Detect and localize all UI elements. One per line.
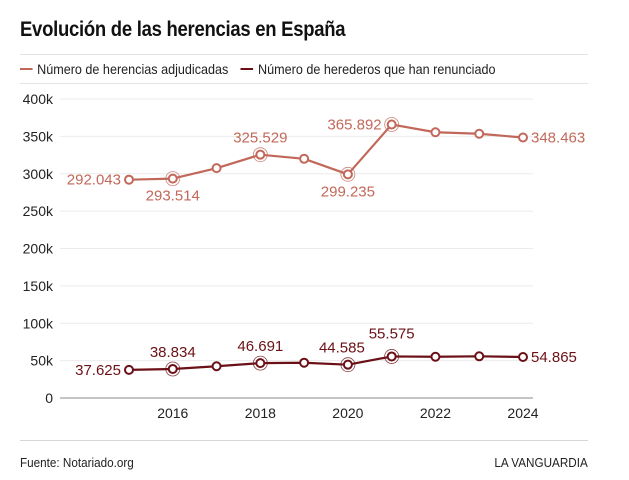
highlight-ring: [165, 361, 181, 377]
data-point: [430, 127, 441, 138]
highlight-ring: [340, 357, 356, 373]
highlight-ring: [384, 117, 400, 132]
data-label: 325.529: [233, 130, 287, 147]
data-point: [386, 351, 397, 362]
legend-item-renuncias: Número de herederos que han renunciado: [240, 61, 496, 77]
y-tick-label: 350k: [23, 128, 54, 144]
data-label: 46.691: [237, 338, 283, 355]
data-point: [211, 163, 222, 174]
data-label: 55.575: [369, 325, 415, 342]
data-point: [255, 149, 266, 160]
data-point: [474, 128, 485, 139]
data-point: [430, 351, 441, 362]
y-tick-label: 400k: [23, 91, 54, 107]
data-point: [299, 153, 310, 164]
data-point: [474, 351, 485, 362]
highlight-ring: [340, 166, 356, 182]
chart-title: Evolución de las herencias en España: [20, 18, 346, 41]
data-point: [167, 173, 178, 184]
highlight-ring: [384, 349, 400, 364]
data-point: [211, 361, 222, 372]
series-line-1: [128, 355, 524, 371]
y-tick-label: 100k: [23, 315, 54, 331]
y-tick-label: 50k: [30, 353, 54, 369]
data-label: 365.892: [327, 116, 381, 133]
y-tick-label: 150k: [23, 278, 54, 294]
legend-item-herencias: Número de herencias adjudicadas: [20, 61, 228, 77]
data-point: [167, 363, 178, 374]
source-note: Fuente: Notariado.org: [20, 455, 134, 470]
y-tick-label: 200k: [23, 241, 54, 257]
data-point: [299, 357, 310, 368]
legend: Número de herencias adjudicadas Número d…: [20, 61, 508, 77]
x-tick-label: 2020: [332, 405, 363, 421]
data-point: [518, 132, 528, 143]
data-label: 292.043: [67, 172, 121, 189]
data-point: [518, 351, 528, 362]
highlight-ring: [252, 147, 268, 163]
y-tick-label: 250k: [23, 203, 54, 219]
data-label: 299.235: [321, 183, 375, 200]
legend-divider: [20, 83, 588, 84]
footer-divider: [20, 440, 588, 441]
x-tick-label: 2022: [420, 405, 451, 421]
data-label: 293.514: [146, 188, 200, 205]
data-label: 37.625: [75, 362, 121, 379]
data-point: [124, 364, 134, 375]
x-tick-label: 2018: [245, 405, 276, 421]
brand-label: LA VANGUARDIA: [494, 455, 588, 470]
legend-swatch-renuncias: [240, 68, 254, 70]
data-point: [255, 358, 266, 369]
highlight-ring: [165, 171, 181, 186]
data-point: [342, 359, 353, 370]
legend-label-renuncias: Número de herederos que han renunciado: [258, 61, 496, 77]
y-tick-label: 0: [45, 390, 53, 406]
data-label: 54.865: [531, 349, 577, 366]
legend-swatch-herencias: [20, 68, 33, 70]
title-divider: [20, 54, 588, 55]
data-point: [124, 174, 134, 185]
x-tick-label: 2024: [507, 405, 538, 421]
highlight-ring: [252, 355, 268, 371]
legend-label-herencias: Número de herencias adjudicadas: [37, 61, 229, 77]
data-label: 38.834: [150, 344, 196, 361]
x-tick-label: 2016: [157, 405, 188, 421]
data-label: 348.463: [531, 130, 585, 147]
y-tick-label: 300k: [23, 166, 54, 182]
data-point: [342, 169, 353, 180]
series-line-0: [128, 123, 524, 181]
data-label: 44.585: [319, 340, 365, 357]
data-point: [386, 119, 397, 130]
